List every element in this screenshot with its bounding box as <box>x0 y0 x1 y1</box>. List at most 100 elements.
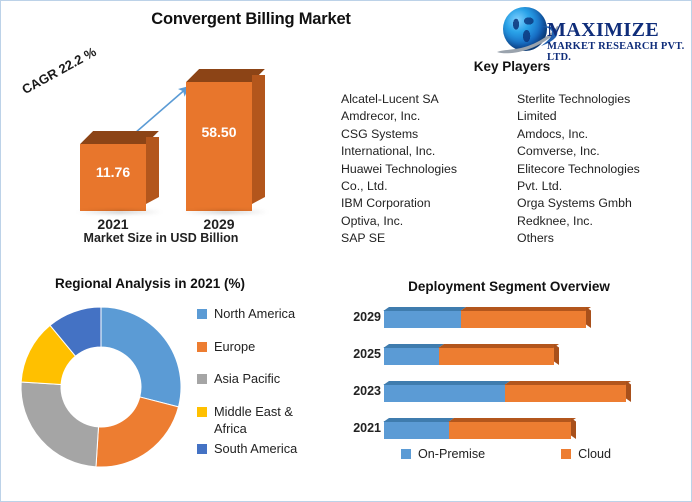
regional-analysis-section: Regional Analysis in 2021 (%) North Amer… <box>1 271 341 502</box>
bar-2021-front <box>80 144 146 211</box>
deployment-year-label: 2021 <box>353 421 381 435</box>
legend-swatch-icon <box>561 449 572 459</box>
legend-item-asia-pacific: Asia Pacific <box>197 370 337 387</box>
legend-item-middle-east-africa: Middle East & Africa <box>197 403 337 437</box>
deployment-legend: On-Premise Cloud <box>341 447 671 461</box>
regional-legend: North America Europe Asia Pacific Middle… <box>197 305 337 472</box>
bar-2029: 58.50 <box>186 69 252 211</box>
legend-swatch-icon <box>197 406 207 417</box>
key-player-item: Elitecore Technologies <box>517 161 640 176</box>
segment-cloud-cap <box>554 344 559 365</box>
bar-2029-front <box>186 82 252 211</box>
legend-swatch-icon <box>197 374 207 384</box>
deployment-row-2025: 2025 <box>341 340 692 377</box>
deployment-year-label: 2025 <box>353 347 381 361</box>
key-player-item: Limited <box>517 109 557 124</box>
logo-subtitle: MARKET RESEARCH PVT. LTD. <box>547 41 685 63</box>
cagr-annotation: CAGR 22.2 % <box>19 44 99 98</box>
segment-on-premise <box>384 384 505 402</box>
segment-on-premise <box>384 347 439 365</box>
key-player-item: Orga Systems Gmbh <box>517 196 632 211</box>
market-size-caption: Market Size in USD Billion <box>83 231 239 245</box>
key-player-item: SAP SE <box>341 231 386 246</box>
deployment-chart-title: Deployment Segment Overview <box>408 279 610 294</box>
bar-2029-value: 58.50 <box>201 124 237 140</box>
company-logo: MAXIMIZE MARKET RESEARCH PVT. LTD. <box>495 7 691 63</box>
donut-slice <box>20 381 100 468</box>
deployment-year-label: 2023 <box>353 384 381 398</box>
segment-on-premise <box>384 421 449 439</box>
segment-cloud-cap <box>626 381 631 402</box>
deployment-year-label: 2029 <box>353 310 381 324</box>
deployment-track <box>384 344 554 365</box>
logo-name: MAXIMIZE <box>547 19 660 41</box>
segment-cloud <box>439 347 554 365</box>
segment-on-premise-top <box>384 307 466 311</box>
legend-item-on-premise: On-Premise <box>400 447 486 461</box>
legend-label: Asia Pacific <box>214 371 281 386</box>
bar-2029-side <box>252 75 265 204</box>
bar-2021-shadow <box>77 210 162 214</box>
key-player-item: Alcatel-Lucent SA <box>341 92 439 106</box>
segment-cloud <box>449 421 571 439</box>
deployment-bars: 2029 2025 <box>341 303 692 451</box>
deployment-segment-section: Deployment Segment Overview 2029 2025 <box>341 271 692 502</box>
key-player-item: Huawei Technologies <box>341 161 457 176</box>
swoosh-icon <box>495 25 569 55</box>
deployment-track <box>384 307 586 328</box>
regional-chart-title: Regional Analysis in 2021 (%) <box>54 276 246 291</box>
bar-category-2029: 2029 <box>203 216 235 232</box>
deployment-row-2021: 2021 <box>341 414 692 451</box>
segment-cloud-top <box>505 381 631 385</box>
key-player-item: Amdrecor, Inc. <box>341 109 421 124</box>
globe-icon <box>503 7 547 51</box>
key-player-item: IBM Corporation <box>341 196 431 211</box>
key-players-section: Key Players Alcatel-Lucent SA Amdrecor, … <box>331 59 692 264</box>
bar-category-2021: 2021 <box>97 216 129 232</box>
segment-cloud-top <box>461 307 591 311</box>
bar-2021: 11.76 <box>80 131 146 211</box>
key-player-item: Others <box>517 231 554 246</box>
segment-cloud <box>505 384 626 402</box>
segment-on-premise-top <box>384 418 454 422</box>
legend-swatch-icon <box>197 341 207 352</box>
legend-label: Cloud <box>578 447 612 461</box>
legend-swatch-icon <box>197 309 207 319</box>
deployment-track <box>384 418 571 439</box>
bar-2029-shadow <box>183 210 268 214</box>
key-player-item: Co., Ltd. <box>341 179 388 194</box>
key-players-column-left: Alcatel-Lucent SA Amdrecor, Inc. CSG Sys… <box>341 91 517 248</box>
legend-swatch-icon <box>197 443 207 454</box>
legend-label: On-Premise <box>417 447 486 461</box>
page-title: Convergent Billing Market <box>151 10 351 28</box>
legend-label: Middle East & Africa <box>214 403 293 436</box>
donut-slice <box>49 306 102 357</box>
key-player-item: CSG Systems <box>341 126 419 141</box>
segment-on-premise <box>384 310 461 328</box>
key-players-title: Key Players <box>473 59 551 74</box>
legend-label: South America <box>214 440 298 456</box>
bar-2021-value: 11.76 <box>95 164 131 180</box>
key-player-item: Amdocs, Inc. <box>517 126 589 141</box>
deployment-track <box>384 381 626 402</box>
market-size-chart: CAGR 22.2 % 11.76 58.50 <box>1 44 341 261</box>
logo-text: MAXIMIZE MARKET RESEARCH PVT. LTD. <box>547 19 691 63</box>
segment-on-premise-top <box>384 344 444 348</box>
legend-label: Europe <box>214 338 256 354</box>
key-player-item: International, Inc. <box>341 144 436 159</box>
bar-2021-side <box>146 137 159 204</box>
key-player-item: Sterlite Technologies <box>517 92 631 106</box>
regional-donut-chart <box>15 301 187 473</box>
segment-cloud-cap <box>571 418 576 439</box>
legend-swatch-icon <box>400 449 411 459</box>
deployment-row-2029: 2029 <box>341 303 692 340</box>
key-players-column-right: Sterlite Technologies Limited Amdocs, In… <box>517 91 692 248</box>
donut-slice <box>95 396 180 468</box>
deployment-row-2023: 2023 <box>341 377 692 414</box>
legend-item-north-america: North America <box>197 305 337 322</box>
key-player-item: Pvt. Ltd. <box>517 179 563 194</box>
donut-slice <box>100 306 182 408</box>
legend-label: North America <box>214 306 296 321</box>
legend-item-cloud: Cloud <box>561 447 611 461</box>
